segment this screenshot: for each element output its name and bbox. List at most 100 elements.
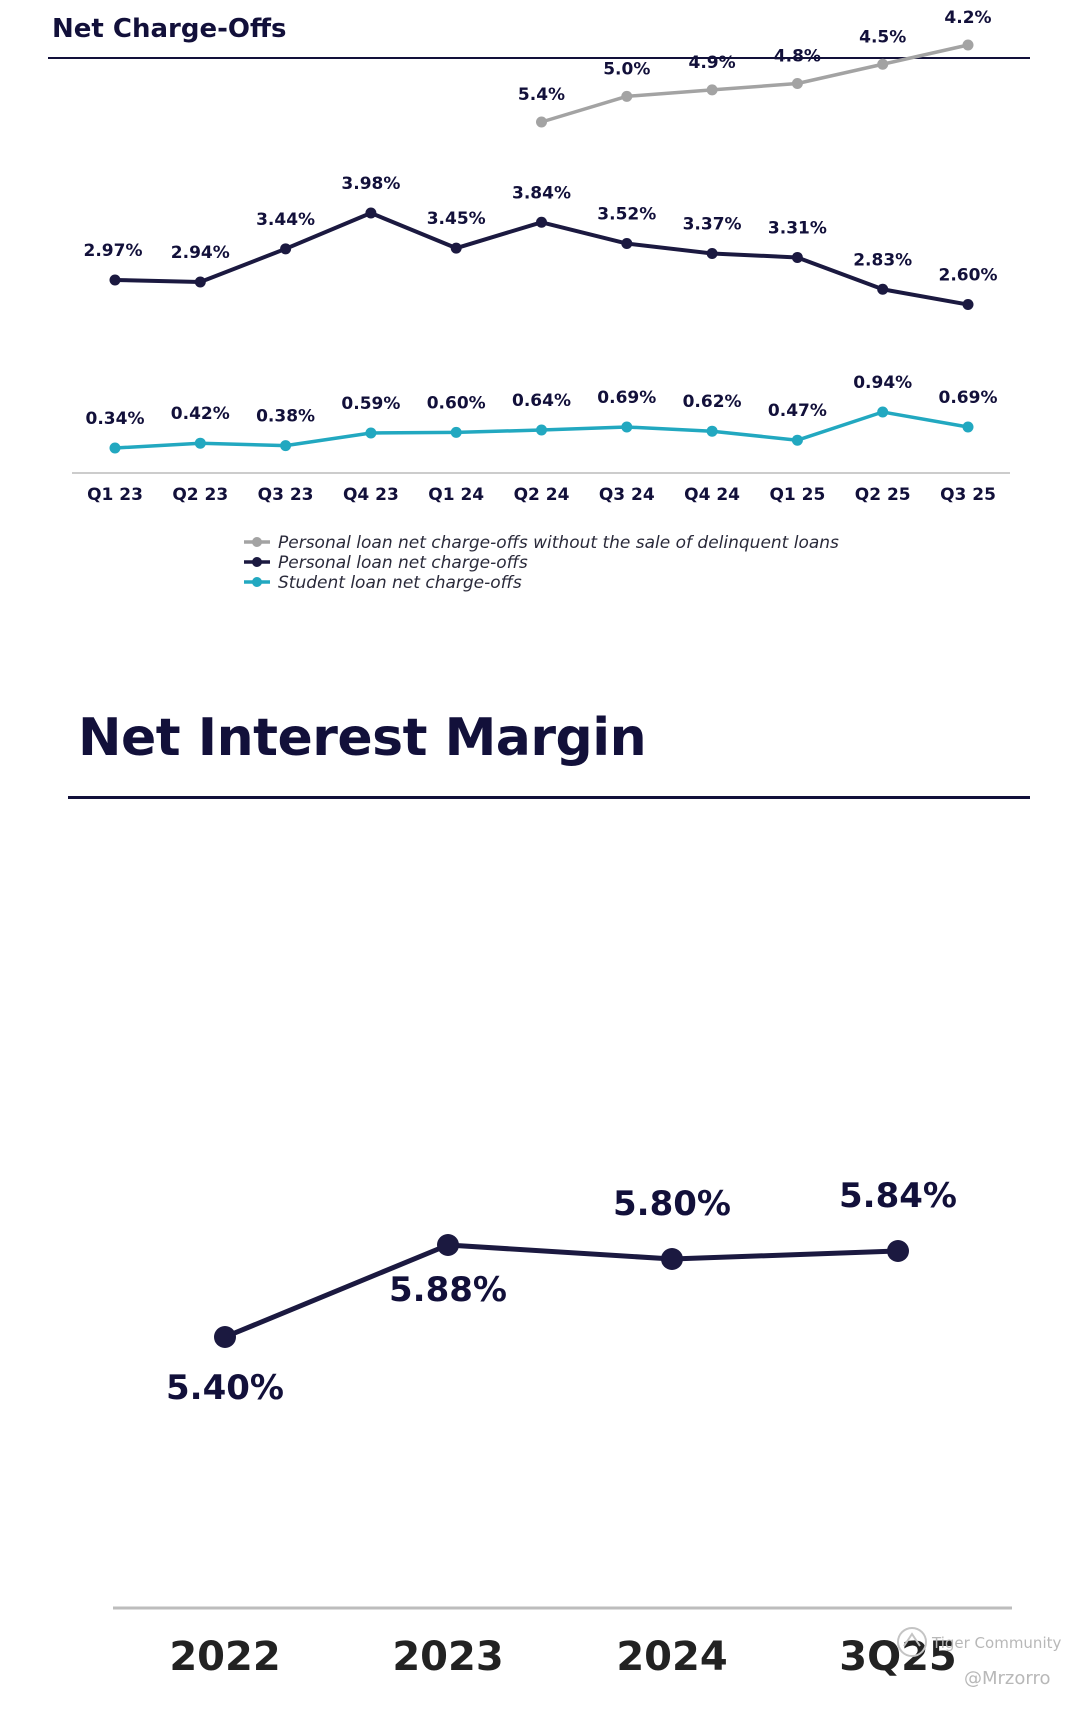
data-point (194, 437, 206, 449)
data-point (280, 440, 292, 452)
data-label: 4.8% (774, 47, 821, 67)
data-point (962, 299, 974, 311)
series-0: 5.4% 5.0% 4.9% 4.8% 4.5% 4.2% (518, 8, 992, 128)
series-1: 2.97% 2.94% 3.44% 3.98% 3.45% 3.84% 3.52% 3.37%… (84, 174, 998, 311)
data-point (365, 207, 377, 219)
legend-item: Student loan net charge-offs (278, 573, 522, 593)
x-tick-label: Q1 24 (428, 485, 484, 505)
x-tick-label: Q1 25 (769, 485, 825, 505)
x-tick-label: Q2 23 (172, 485, 228, 505)
data-label: 2.97% (84, 241, 143, 261)
legend-item: Personal loan net charge-offs (278, 553, 528, 573)
data-point (706, 84, 718, 96)
net-charge-offs-chart: 5.4% 5.0% 4.9% 4.8% 4.5% 4.2% 2.97% 2.94% 3.44% 3… (72, 8, 1010, 593)
data-point (621, 238, 633, 250)
watermark-handle: @Mrzorro (964, 1668, 1051, 1689)
x-tick-label: 2023 (392, 1634, 503, 1680)
legend-swatch-dot (252, 537, 262, 547)
data-label: 3.52% (597, 205, 656, 225)
data-point (877, 283, 889, 295)
data-label: 5.84% (839, 1176, 957, 1216)
data-point (450, 426, 462, 438)
data-point (706, 425, 718, 437)
data-point (194, 276, 206, 288)
data-label: 3.98% (341, 174, 400, 194)
data-label: 0.94% (853, 373, 912, 393)
data-label: 0.69% (939, 388, 998, 408)
x-tick-label: Q2 25 (855, 485, 911, 505)
data-point (706, 247, 718, 259)
data-point (536, 216, 547, 228)
legend-swatch-dot (252, 557, 262, 567)
data-point (365, 427, 377, 439)
net-charge-offs-title: Net Charge-Offs (52, 14, 287, 44)
x-tick-label: Q4 24 (684, 485, 740, 505)
x-tick-label: 2022 (169, 1634, 280, 1680)
x-tick-label: Q3 24 (599, 485, 655, 505)
legend-swatch-dot (252, 577, 262, 587)
net-interest-margin-chart: 5.40%5.88%5.80% 5.84%2022 2023 2024 3Q25 (113, 1176, 1012, 1680)
data-label: 3.84% (512, 183, 571, 203)
data-label: 0.38% (256, 407, 315, 427)
data-point (214, 1326, 236, 1348)
data-label: 0.64% (512, 391, 571, 411)
data-point (962, 421, 974, 433)
data-label: 5.40% (166, 1368, 284, 1408)
x-tick-label: Q3 25 (940, 485, 996, 505)
x-tick-label: Q1 23 (87, 485, 143, 505)
data-label: 0.42% (171, 404, 230, 424)
data-point (109, 442, 121, 454)
data-point (109, 274, 121, 286)
x-tick-label: 2024 (616, 1634, 727, 1680)
data-label: 0.47% (768, 401, 827, 421)
data-point (536, 116, 547, 128)
data-point (877, 58, 889, 70)
data-label: 0.34% (86, 409, 145, 429)
data-label: 4.2% (944, 8, 991, 28)
x-tick-label: Q3 23 (258, 485, 314, 505)
title-rule (68, 796, 1030, 799)
data-label: 4.5% (859, 27, 906, 47)
data-label: 5.80% (613, 1184, 731, 1224)
net-interest-margin-title: Net Interest Margin (78, 708, 647, 768)
data-point (661, 1248, 683, 1270)
data-label: 3.31% (768, 218, 827, 238)
data-label: 5.0% (603, 59, 650, 79)
data-label: 2.94% (171, 243, 230, 263)
series-nim: 5.40% 5.88% 5.80% 5.84% (166, 1176, 957, 1408)
data-label: 3.45% (427, 209, 486, 229)
data-label: 5.88% (389, 1270, 507, 1310)
series-line (224, 1242, 899, 1340)
series-line (540, 43, 969, 124)
title-rule (48, 57, 1030, 59)
series-2: 0.34% 0.42% 0.38% 0.59% 0.60% 0.64% 0.69% 0.62%… (86, 373, 998, 454)
data-label: 4.9% (689, 53, 736, 73)
data-point (791, 78, 803, 89)
x-tick-label: Q4 23 (343, 485, 399, 505)
data-label: 2.60% (939, 266, 998, 286)
watermark-brand: Tiger Community (931, 1634, 1061, 1652)
data-point (536, 424, 547, 436)
data-label: 2.83% (853, 250, 912, 270)
data-point (877, 406, 889, 418)
data-label: 3.44% (256, 210, 315, 230)
data-point (621, 421, 633, 433)
data-point (791, 434, 803, 446)
data-point (887, 1240, 909, 1262)
data-label: 0.59% (341, 394, 400, 414)
data-label: 0.69% (597, 388, 656, 408)
data-point (791, 251, 803, 263)
x-tick-label: Q2 24 (514, 485, 570, 505)
data-point (450, 242, 462, 254)
data-label: 0.60% (427, 393, 486, 413)
data-point (437, 1234, 459, 1256)
data-point (621, 90, 633, 102)
legend: Personal loan net charge-offs without th… (244, 533, 839, 593)
data-label: 3.37% (683, 214, 742, 234)
legend-item: Personal loan net charge-offs without th… (278, 533, 839, 553)
data-label: 0.62% (683, 392, 742, 412)
data-point (280, 243, 292, 255)
data-label: 5.4% (518, 85, 565, 105)
watermark: Tiger Community @Mrzorro (897, 1627, 1061, 1689)
tiger-community-logo-icon (897, 1627, 927, 1657)
